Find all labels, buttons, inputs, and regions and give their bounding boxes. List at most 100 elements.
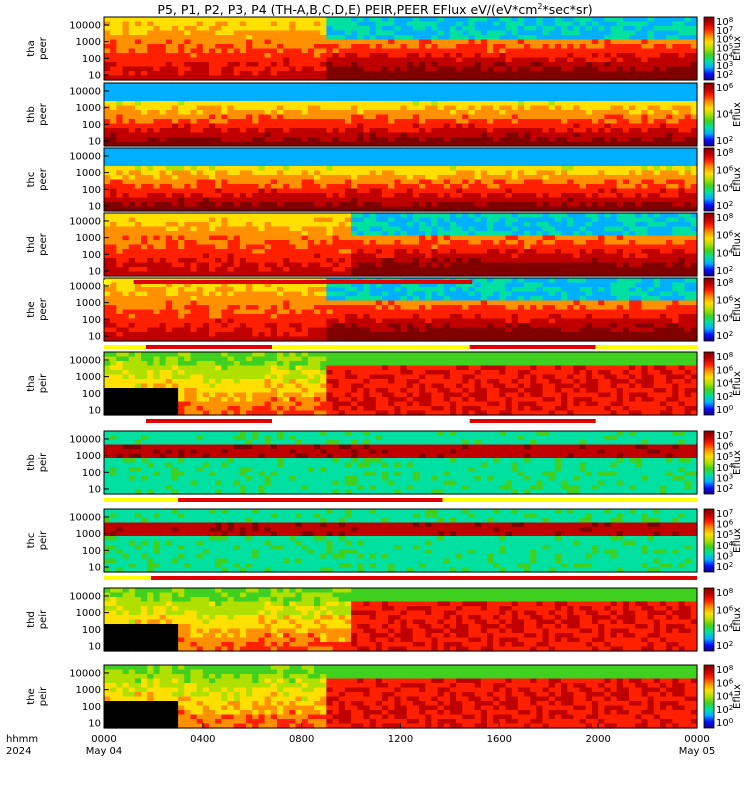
x-tick-label: 0400 <box>190 734 215 745</box>
mode-bar-segment <box>272 345 470 349</box>
colorbar-label: Eflux <box>732 528 743 553</box>
mode-bar-segment <box>595 345 697 349</box>
colorbar-tick: 100 <box>716 404 733 416</box>
mode-bar-segment <box>442 498 697 502</box>
colorbar-label: Eflux <box>732 36 743 61</box>
colorbar-label: Eflux <box>732 371 743 396</box>
panel-label: thcpeir <box>26 530 49 550</box>
y-tick-label: 100 <box>82 54 101 65</box>
colorbar-tick: 102 <box>716 265 733 277</box>
colorbar-tick: 108 <box>716 587 733 599</box>
colorbar-tick: 107 <box>716 430 733 442</box>
y-tick-label: 10 <box>88 562 101 573</box>
colorbar-tick: 104 <box>716 51 734 63</box>
y-tick-label: 10 <box>88 331 101 342</box>
colorbar <box>703 664 715 729</box>
panel-label: thdpeir <box>26 609 49 629</box>
colorbar-tick: 106 <box>716 295 734 307</box>
panel-frame <box>103 508 698 573</box>
colorbar-label: Eflux <box>732 607 743 632</box>
colorbar-tick: 106 <box>716 677 734 689</box>
colorbar-label: Eflux <box>732 232 743 257</box>
panel-frame <box>103 82 698 147</box>
mode-bar-segment <box>133 280 473 284</box>
colorbar-tick: 105 <box>716 529 733 541</box>
colorbar-tick: 102 <box>716 330 733 342</box>
x-tick-label: 1600 <box>487 734 512 745</box>
y-tick-label: 10 <box>88 266 101 277</box>
panel-label: thapeir <box>26 373 49 393</box>
colorbar-tick: 104 <box>716 182 734 194</box>
x-tick-label: 0800 <box>289 734 314 745</box>
panel-3: 10000 1000 100 10 thdpeer 108 106 104 102 Eflux <box>26 212 743 277</box>
mode-bar-segment <box>104 576 151 580</box>
panel-0: 10000 1000 100 10 thapeer 1081071061051041031… <box>26 16 743 81</box>
colorbar-tick: 102 <box>716 200 733 212</box>
colorbar-label: Eflux <box>732 684 743 709</box>
axis-row1-label: hhmm <box>6 734 38 745</box>
colorbar-tick: 107 <box>716 25 733 37</box>
y-tick-label: 1000 <box>76 451 101 462</box>
y-tick-label: 10000 <box>69 591 101 602</box>
panel-2: 10000 1000 100 10 thcpeer 108 106 104 102 Eflux <box>26 147 743 212</box>
panel-frame <box>103 351 698 416</box>
y-tick-label: 10 <box>88 201 101 212</box>
panel-label: thepeir <box>26 686 49 706</box>
y-tick-label: 100 <box>82 702 101 713</box>
mode-bar-segment <box>150 576 698 580</box>
y-tick-label: 1000 <box>76 103 101 114</box>
colorbar-tick: 104 <box>716 540 734 552</box>
mode-bar-segment <box>104 498 179 502</box>
panel-frame <box>103 277 698 342</box>
y-tick-label: 10000 <box>69 216 101 227</box>
panel-label: thepeer <box>26 297 49 321</box>
panel-1: 10000 1000 100 10 thbpeer 106 104 102 Eflux <box>26 82 743 147</box>
colorbar-tick: 108 <box>716 351 733 363</box>
y-tick-label: 1000 <box>76 298 101 309</box>
y-tick-label: 100 <box>82 250 101 261</box>
y-tick-label: 10 <box>88 136 101 147</box>
y-tick-label: 1000 <box>76 37 101 48</box>
colorbar-tick: 102 <box>716 483 733 495</box>
y-tick-label: 10000 <box>69 434 101 445</box>
colorbar-tick: 103 <box>716 472 733 484</box>
panel-label: thbpeir <box>26 452 49 472</box>
colorbar-tick: 104 <box>716 378 734 390</box>
panel-label: thdpeer <box>26 232 49 256</box>
y-tick-label: 10 <box>88 484 101 495</box>
date-label: May 05 <box>679 746 716 757</box>
colorbar-tick: 102 <box>716 135 733 147</box>
y-tick-label: 10000 <box>69 281 101 292</box>
colorbar-tick: 104 <box>716 109 734 121</box>
y-tick-label: 10000 <box>69 668 101 679</box>
colorbar-tick: 102 <box>716 640 733 652</box>
colorbar-tick: 106 <box>716 364 734 376</box>
colorbar <box>703 508 715 573</box>
colorbar-tick: 105 <box>716 43 733 55</box>
y-tick-label: 10000 <box>69 512 101 523</box>
panel-8: 10000 1000 100 10 thdpeir 108 106 104 102 Eflux <box>26 587 743 652</box>
x-tick-label: 2000 <box>585 734 610 745</box>
panel-5: 10000100010010thapeir108106104102100Eflu… <box>26 351 743 416</box>
y-tick-label: 100 <box>82 625 101 636</box>
y-tick-label: 1000 <box>76 233 101 244</box>
plot-title: P5, P1, P2, P3, P4 (TH-A,B,C,D,E) PEIR,P… <box>157 2 593 18</box>
panel-label: thcpeer <box>26 167 49 191</box>
colorbar-tick: 106 <box>716 230 734 242</box>
colorbar <box>703 147 715 212</box>
y-tick-label: 10 <box>88 405 101 416</box>
mode-bar-segment <box>469 419 596 423</box>
colorbar-tick: 104 <box>716 462 734 474</box>
panel-4: 10000 1000 100 10 thepeer 108 106 104 102 Eflux <box>26 277 743 342</box>
colorbar-tick: 102 <box>716 704 733 716</box>
x-tick-label: 0000 <box>684 734 709 745</box>
y-tick-label: 10000 <box>69 355 101 366</box>
colorbar-tick: 104 <box>716 622 734 634</box>
colorbar-tick: 104 <box>716 691 734 703</box>
colorbar-tick: 107 <box>716 508 733 520</box>
panel-label: thbpeer <box>26 102 49 126</box>
axis-row2-label: 2024 <box>6 746 31 757</box>
date-label: May 04 <box>86 746 123 757</box>
colorbar <box>703 82 715 147</box>
